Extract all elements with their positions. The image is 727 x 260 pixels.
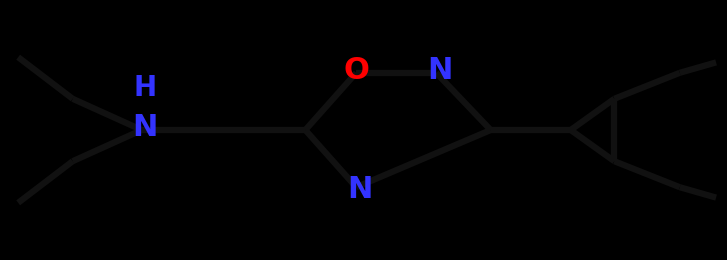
Text: H: H (134, 74, 157, 102)
Text: O: O (343, 56, 369, 85)
Text: N: N (427, 56, 452, 85)
Text: N: N (133, 113, 158, 142)
Text: N: N (348, 175, 372, 204)
